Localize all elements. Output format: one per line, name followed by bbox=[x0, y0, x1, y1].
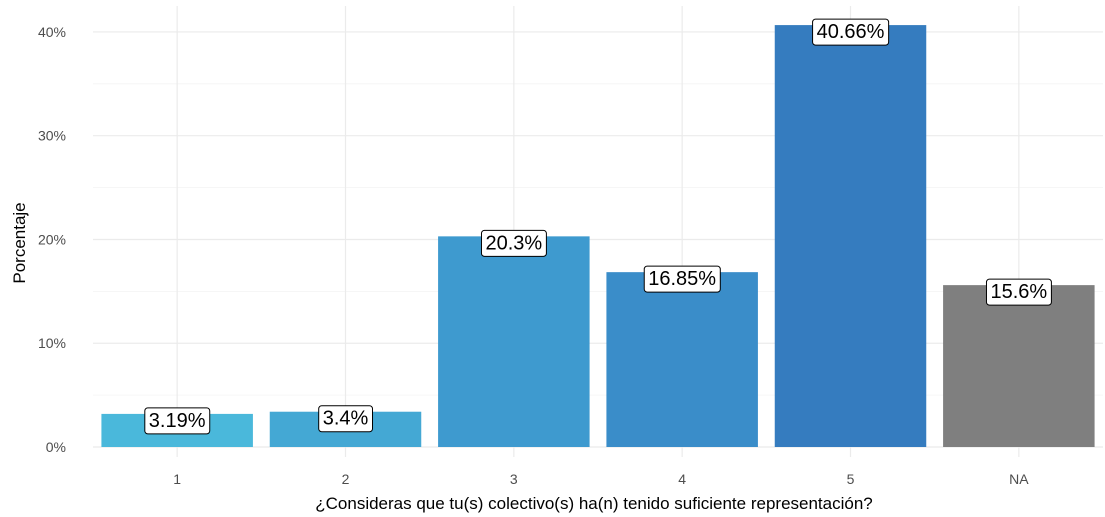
data-label-5: 40.66% bbox=[813, 19, 889, 45]
x-tick-label: 4 bbox=[678, 471, 686, 487]
x-tick-label: 3 bbox=[510, 471, 518, 487]
data-label-text: 16.85% bbox=[648, 268, 716, 290]
x-axis: 1 2 3 4 5 NA bbox=[173, 471, 1029, 487]
bar-na bbox=[943, 285, 1094, 447]
data-label-4: 16.85% bbox=[644, 266, 720, 292]
y-tick-label: 0% bbox=[46, 439, 66, 455]
data-label-na: 15.6% bbox=[986, 279, 1051, 305]
y-axis-title: Porcentaje bbox=[10, 202, 29, 283]
data-label-text: 3.19% bbox=[149, 410, 206, 432]
x-tick-label: 5 bbox=[847, 471, 855, 487]
y-axis: 0% 10% 20% 30% 40% bbox=[38, 24, 66, 455]
bars bbox=[101, 25, 1094, 447]
data-label-text: 20.3% bbox=[485, 232, 542, 254]
x-tick-label: 2 bbox=[342, 471, 350, 487]
data-label-text: 3.4% bbox=[323, 408, 369, 430]
data-label-text: 40.66% bbox=[817, 21, 885, 43]
y-tick-label: 30% bbox=[38, 128, 66, 144]
data-label-1: 3.19% bbox=[145, 408, 210, 434]
x-tick-label: NA bbox=[1009, 471, 1029, 487]
bar-3 bbox=[438, 236, 590, 447]
bar-4 bbox=[606, 272, 758, 447]
data-label-2: 3.4% bbox=[319, 406, 373, 432]
y-tick-label: 40% bbox=[38, 24, 66, 40]
x-tick-label: 1 bbox=[173, 471, 181, 487]
data-label-3: 20.3% bbox=[481, 230, 546, 256]
y-tick-label: 20% bbox=[38, 231, 66, 247]
data-label-text: 15.6% bbox=[990, 281, 1047, 303]
bar-5 bbox=[775, 25, 927, 447]
x-axis-title: ¿Consideras que tu(s) colectivo(s) ha(n)… bbox=[315, 494, 873, 513]
y-tick-label: 10% bbox=[38, 335, 66, 351]
